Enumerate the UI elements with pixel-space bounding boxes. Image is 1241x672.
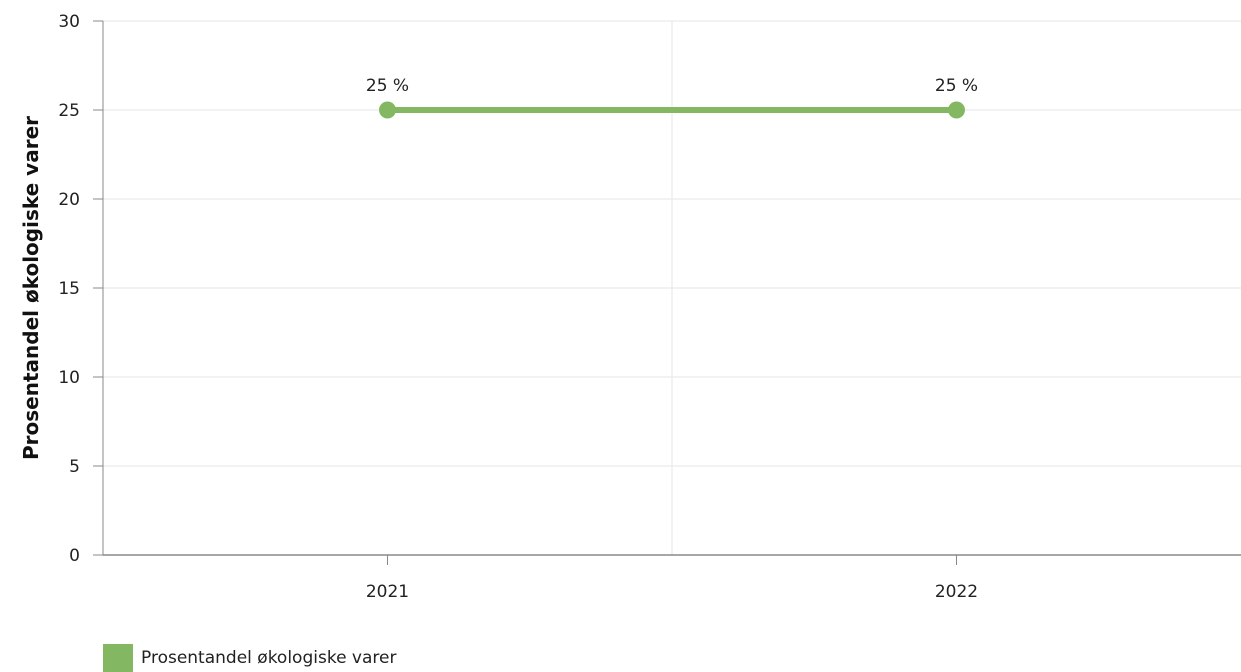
series-layer xyxy=(379,101,965,119)
line-chart: 0 5 10 15 20 25 30 2021 2022 Prosentandel økolo… xyxy=(19,12,1241,602)
y-axis-title: Prosentandel økologiske varer xyxy=(19,116,43,460)
y-tick-label: 30 xyxy=(58,12,80,32)
y-tick-label: 15 xyxy=(58,279,80,299)
x-tick-label: 2021 xyxy=(366,582,409,602)
data-label: 25 % xyxy=(366,76,409,96)
data-label: 25 % xyxy=(935,76,978,96)
y-tick-label: 10 xyxy=(58,368,80,388)
legend-label: Prosentandel økologiske varer xyxy=(141,648,397,668)
data-point xyxy=(948,101,965,119)
x-tick-label: 2022 xyxy=(935,582,978,602)
legend[interactable]: Prosentandel økologiske varer xyxy=(103,644,396,672)
y-tick-label: 20 xyxy=(58,190,80,210)
legend-swatch xyxy=(103,644,133,672)
y-tick-label: 0 xyxy=(69,546,80,566)
grid-lines xyxy=(103,20,1241,555)
x-axis-ticks: 2021 2022 xyxy=(366,555,978,602)
data-point xyxy=(379,101,396,119)
y-tick-label: 25 xyxy=(58,101,80,121)
y-axis-ticks: 0 5 10 15 20 25 30 xyxy=(58,12,103,566)
y-tick-label: 5 xyxy=(69,457,80,477)
data-labels: 25 % 25 % xyxy=(366,76,978,96)
